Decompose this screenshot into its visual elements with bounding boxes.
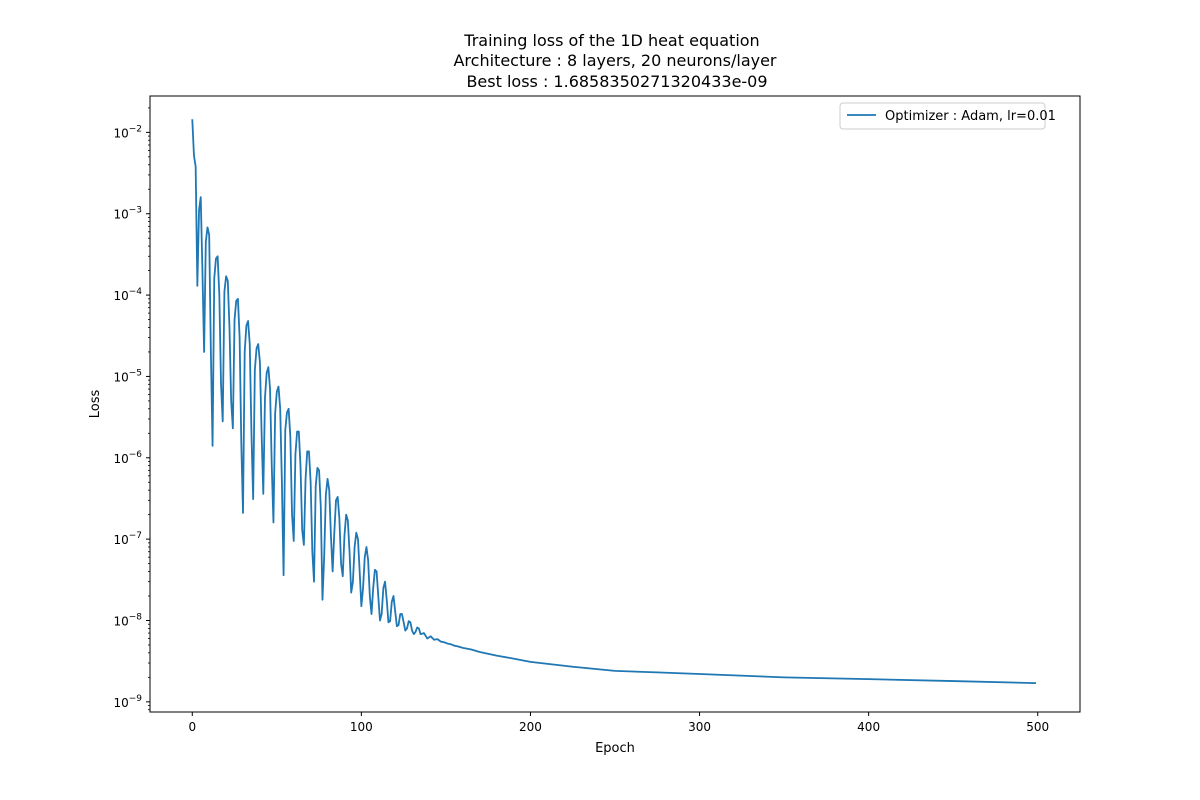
y-tick-label: 10−7 <box>113 531 142 547</box>
legend: Optimizer : Adam, lr=0.01 <box>839 102 1056 130</box>
x-tick-label: 300 <box>688 720 711 734</box>
y-axis-ticks: 10−9 10−8 10−7 10−6 10−5 10−4 10−3 10−2 <box>113 107 150 711</box>
y-axis-label: Loss <box>88 390 103 419</box>
x-axis-label: Epoch <box>595 741 635 756</box>
chart-title-line-2: Architecture : 8 layers, 20 neurons/laye… <box>453 51 776 70</box>
axes-frame <box>149 95 1081 713</box>
y-tick-label: 10−9 <box>113 694 142 710</box>
x-axis-ticks: 0 100 200 300 400 500 <box>188 712 1049 734</box>
x-tick-label: 100 <box>350 720 373 734</box>
legend-box <box>839 102 1046 130</box>
y-tick-label: 10−8 <box>113 612 142 628</box>
x-tick-label: 0 <box>188 720 196 734</box>
x-tick-label: 400 <box>857 720 880 734</box>
chart-title-line-1: Training loss of the 1D heat equation <box>463 31 759 50</box>
x-tick-label: 500 <box>1026 720 1049 734</box>
chart-title-line-3: Best loss : 1.6858350271320433e-09 <box>466 72 767 91</box>
y-tick-label: 10−5 <box>113 368 142 384</box>
plot-series-group <box>191 119 1037 684</box>
legend-label: Optimizer : Adam, lr=0.01 <box>885 109 1056 124</box>
y-tick-label: 10−6 <box>113 450 142 466</box>
series-line-adam <box>191 119 1037 684</box>
y-tick-label: 10−3 <box>113 206 142 222</box>
x-tick-label: 200 <box>519 720 542 734</box>
y-tick-label: 10−4 <box>113 287 142 303</box>
y-tick-label: 10−2 <box>113 124 142 140</box>
